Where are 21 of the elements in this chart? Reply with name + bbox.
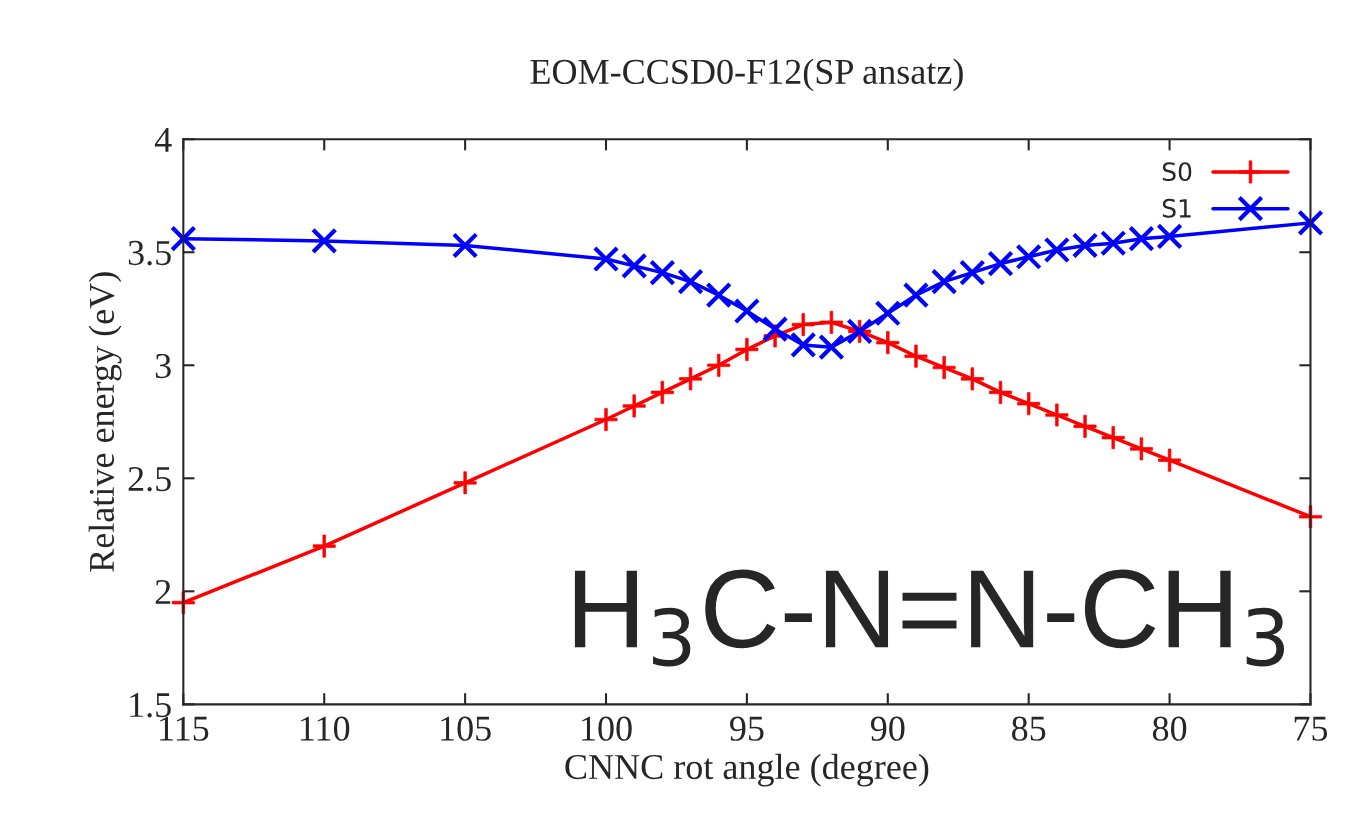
y-tick-label: 3 [155, 353, 171, 379]
x-tick-label: 105 [441, 716, 491, 741]
x-axis-title: CNNC rot angle (degree) [565, 753, 929, 787]
y-tick-label: 3.5 [128, 240, 171, 266]
x-tick-label: 100 [582, 716, 632, 741]
annotation: H$_{3}$C-N=N-CH$_{3}$ [574, 569, 1285, 667]
y-axis-title: Relative energy (eV) [88, 272, 122, 572]
x-tick-label: 95 [730, 716, 764, 741]
y-tick-label: 2 [155, 579, 171, 604]
y-tick-label: 2.5 [128, 466, 171, 492]
x-tick-label: 85 [1012, 716, 1046, 741]
y-tick-label: 4 [154, 127, 172, 152]
x-tick-label: 80 [1152, 716, 1187, 741]
chart-title: EOM-CCSD0-F12(SP ansatz) [530, 58, 963, 92]
x-tick-label: 110 [300, 716, 350, 741]
legend-label: S0 [1162, 162, 1192, 182]
x-tick-label: 115 [160, 716, 209, 741]
x-tick-label: 90 [870, 716, 905, 741]
legend-label: S1 [1162, 198, 1191, 218]
x-tick-label: 75 [1294, 716, 1328, 741]
y-tick-label: 1.5 [130, 693, 171, 718]
